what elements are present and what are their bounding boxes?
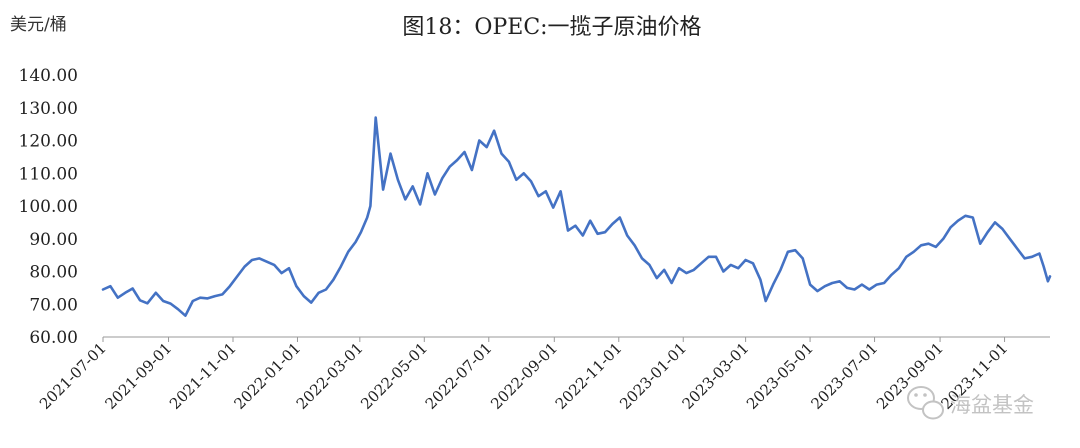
- y-axis-ticks: 140.00 130.00 120.00 110.00 100.00 90.00 80.00…: [19, 66, 78, 348]
- series-line: [101, 116, 1052, 317]
- x-tick-label: 2023-07-01: [807, 339, 881, 413]
- x-tick-label: 2021-07-01: [36, 339, 110, 413]
- y-tick-label: 120.00: [19, 132, 78, 152]
- y-tick-label: 70.00: [29, 295, 78, 315]
- wechat-icon: [907, 386, 944, 420]
- x-tick-label: 2023-05-01: [743, 339, 817, 413]
- watermark: 海盆基金: [907, 386, 1034, 420]
- x-tick-label: 2023-03-01: [679, 339, 753, 413]
- watermark-text: 海盆基金: [950, 393, 1034, 417]
- chart-title: 图18：OPEC:一揽子原油价格: [402, 15, 701, 40]
- x-tick-label: 2022-03-01: [293, 339, 367, 413]
- y-tick-label: 60.00: [29, 328, 78, 348]
- x-tick-label: 2022-07-01: [422, 339, 496, 413]
- y-axis-unit-label: 美元/桶: [10, 15, 67, 35]
- x-axis-ticks: 2021-07-012021-09-012021-11-012022-01-01…: [36, 337, 1011, 413]
- x-tick-label: 2022-05-01: [357, 339, 431, 413]
- y-tick-label: 100.00: [19, 197, 78, 217]
- y-tick-label: 80.00: [29, 263, 78, 283]
- y-tick-label: 140.00: [19, 66, 78, 86]
- x-tick-label: 2021-09-01: [101, 339, 175, 413]
- y-tick-label: 130.00: [19, 99, 78, 119]
- x-tick-label: 2021-11-01: [166, 339, 240, 413]
- y-tick-label: 110.00: [19, 164, 78, 184]
- y-tick-label: 90.00: [29, 230, 78, 250]
- x-tick-label: 2022-11-01: [552, 339, 626, 413]
- x-tick-label: 2022-09-01: [487, 339, 561, 413]
